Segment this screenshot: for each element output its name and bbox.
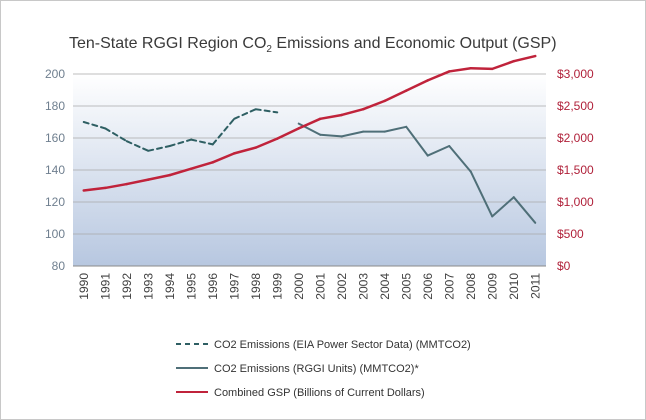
- series-segment: [405, 125, 429, 157]
- series-segment: [82, 186, 107, 192]
- left-tick-label: 140: [45, 163, 65, 177]
- right-axis-ticks: $3,000 $2,500 $2,000 $1,500 $1,000 $500 $0: [557, 67, 594, 273]
- series-segment: [168, 167, 193, 177]
- x-tick-label: 2009: [485, 273, 499, 300]
- series-segment: [82, 121, 107, 130]
- series-segment: [168, 138, 193, 147]
- series-segment: [233, 146, 257, 155]
- series-segment: [383, 125, 408, 133]
- series-segment: [512, 196, 537, 224]
- right-tick-label: $0: [557, 259, 571, 273]
- series-combined-gsp: [82, 54, 537, 192]
- right-tick-label: $2,500: [557, 99, 594, 113]
- x-tick-label: 1991: [98, 273, 112, 300]
- series-segment: [211, 117, 236, 146]
- left-tick-label: 200: [45, 67, 65, 81]
- x-tick-label: 2011: [528, 273, 542, 299]
- x-tick-label: 2006: [421, 273, 435, 300]
- right-tick-label: $2,000: [557, 131, 594, 145]
- x-tick-label: 1994: [163, 273, 177, 300]
- series-segment: [340, 107, 365, 117]
- series-segment: [491, 196, 515, 218]
- series-segment: [254, 137, 279, 149]
- chart-title-subscript: 2: [266, 44, 272, 55]
- x-tick-label: 2002: [335, 273, 349, 300]
- left-tick-label: 180: [45, 99, 65, 113]
- series-segment: [147, 173, 171, 181]
- series-segment: [383, 89, 408, 103]
- x-axis-ticks: 1990 1991 1992 1993 1994 1995 1996 1997 1998 1999…: [77, 273, 543, 300]
- x-tick-label: 2001: [313, 273, 327, 300]
- series-segment: [319, 133, 343, 138]
- series-segment: [405, 79, 429, 92]
- series-segment: [254, 108, 279, 114]
- right-tick-label: $1,000: [557, 195, 594, 209]
- series-segment: [233, 108, 257, 120]
- x-tick-label: 2003: [356, 273, 370, 300]
- x-tick-label: 2000: [292, 273, 306, 300]
- legend-label-eia: CO2 Emissions (EIA Power Sector Data) (M…: [214, 339, 471, 351]
- x-tick-label: 2005: [399, 273, 413, 300]
- chart-title-suffix: Emissions and Economic Output (GSP): [272, 35, 557, 52]
- series-segment: [104, 182, 128, 190]
- x-tick-label: 1999: [270, 273, 284, 300]
- x-tick-label: 2008: [464, 273, 478, 300]
- series-segment: [211, 152, 236, 164]
- right-tick-label: $500: [557, 227, 584, 241]
- series-segment: [448, 145, 472, 173]
- series-segment: [319, 113, 343, 121]
- left-tick-label: 100: [45, 227, 65, 241]
- x-tick-label: 1990: [77, 273, 91, 300]
- legend: CO2 Emissions (EIA Power Sector Data) (M…: [176, 339, 471, 399]
- x-tick-label: 1993: [141, 273, 155, 300]
- series-segment: [448, 66, 472, 73]
- left-tick-label: 80: [52, 259, 66, 273]
- right-tick-label: $3,000: [557, 67, 594, 81]
- series-segment: [297, 117, 322, 130]
- series-segment: [147, 145, 171, 152]
- series-segment: [491, 59, 515, 71]
- series-segment: [426, 145, 451, 157]
- series-segment: [512, 54, 537, 63]
- x-tick-label: 1992: [120, 273, 134, 300]
- series-segment: [340, 130, 365, 138]
- legend-label-rggi: CO2 Emissions (RGGI Units) (MMTCO2)*: [214, 363, 419, 375]
- left-tick-label: 160: [45, 131, 65, 145]
- series-layer: [82, 54, 537, 224]
- x-tick-label: 2004: [378, 273, 392, 300]
- series-eia-emissions: [82, 108, 279, 152]
- series-segment: [125, 140, 150, 152]
- x-tick-label: 2007: [442, 273, 456, 300]
- gridlines: [73, 73, 546, 235]
- chart-title-prefix: Ten-State RGGI Region CO: [69, 35, 266, 52]
- x-tick-label: 1995: [184, 273, 198, 300]
- x-tick-label: 1996: [206, 273, 220, 300]
- series-segment: [190, 161, 214, 170]
- series-segment: [276, 127, 300, 140]
- right-tick-label: $1,500: [557, 163, 594, 177]
- legend-label-gsp: Combined GSP (Billions of Current Dollar…: [214, 387, 425, 399]
- series-segment: [362, 99, 386, 111]
- x-tick-label: 1998: [249, 273, 263, 300]
- series-segment: [190, 138, 214, 146]
- series-segment: [104, 127, 128, 143]
- series-segment: [469, 170, 494, 218]
- left-axis-ticks: 200 180 160 140 120 100 80: [45, 67, 65, 273]
- series-segment: [469, 66, 494, 71]
- x-tick-label: 2010: [507, 273, 521, 300]
- series-segment: [426, 70, 451, 82]
- chart-title: Ten-State RGGI Region CO2 Emissions and …: [69, 35, 557, 55]
- left-tick-label: 120: [45, 195, 65, 209]
- x-tick-label: 1997: [227, 273, 241, 300]
- series-segment: [125, 178, 150, 186]
- series-rggi-emissions: [297, 122, 537, 224]
